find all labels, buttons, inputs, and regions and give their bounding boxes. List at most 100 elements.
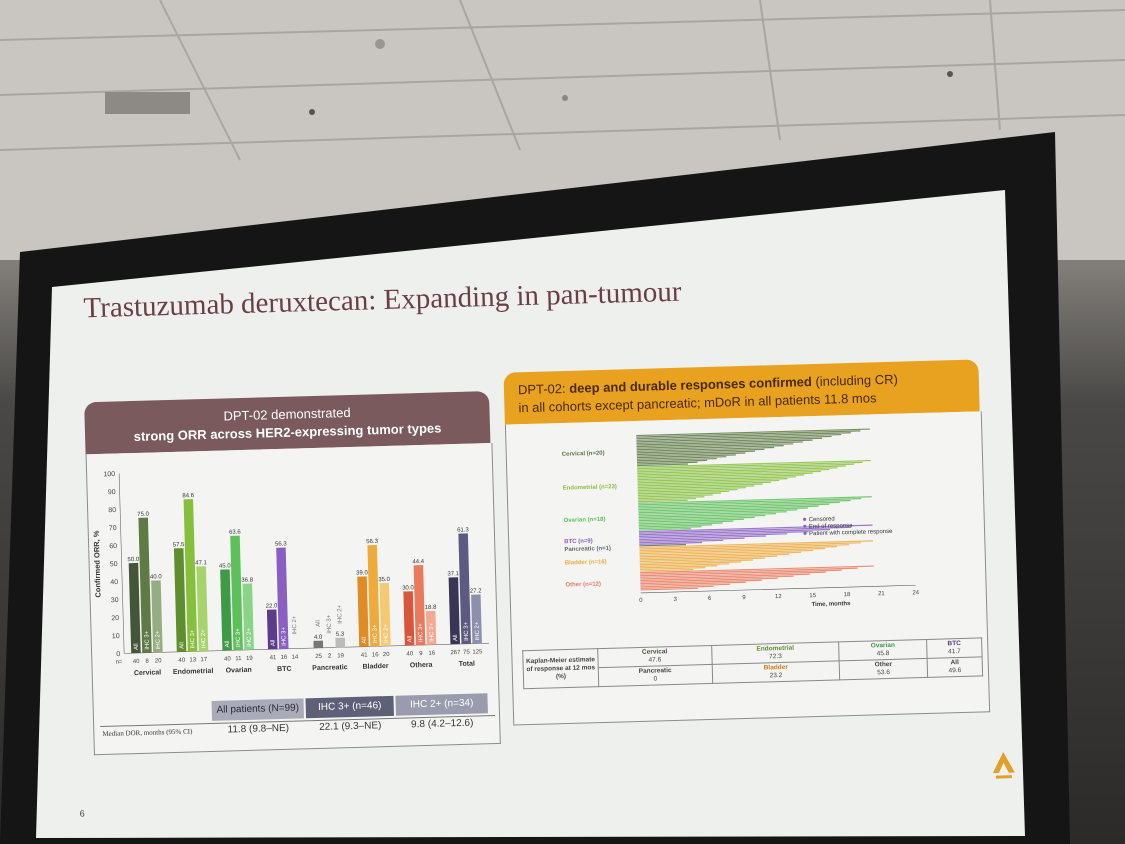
bar-pancreatic-2 [335,637,346,648]
bar-endometrial-1 [183,499,198,652]
km-name: Bladder [763,663,788,672]
swimmer-bar [639,531,809,537]
bar-endometrial-2 [196,566,209,652]
km-name: Ovarian [870,641,896,650]
bar-series-label: All [134,643,140,650]
bar-total-1 [458,533,471,644]
swimmer-bar [640,567,858,575]
y-axis-label: Confirmed ORR, % [92,530,103,598]
swimmer-bar [637,476,796,482]
bar-value-label: 35.0 [378,577,391,583]
left-panel: Confirmed ORR, % 0 10 20 30 40 50 60 70 80 90 100 n=… [85,442,501,756]
bar-ovarian-2 [242,583,254,651]
swimmer-bar [639,537,745,542]
bar-series-label: All [316,620,322,627]
y-axis [118,473,125,654]
swimmer-bar [639,541,702,545]
swimmer-bar [639,543,687,547]
y-tick-label: 10 [112,633,120,640]
bar-series-label: IHC 2+ [292,615,299,634]
bar-value-label: 22.0 [266,603,279,609]
n-count: 41 [361,653,369,659]
swimmer-x-tick: 3 [673,597,677,603]
km-name: Cervical [641,648,668,656]
bar-value-label: 37.1 [447,571,460,577]
bar-value-label: 39.0 [356,570,369,576]
swimmer-bar [636,443,794,449]
legend-marker [803,531,807,535]
km-label: Kaplan-Meier estimate of response at 12 … [522,648,599,689]
swimmer-bar [639,549,814,556]
n-count: 19 [337,653,345,659]
bar-series-label: IHC 3+ [190,629,197,648]
legend-marker [803,524,807,528]
km-cell-other: Other 53.6 [839,658,928,680]
swimmer-bar [636,450,756,456]
swimmer-bar [638,505,819,512]
swimmer-bar [637,492,722,497]
swimmer-group-label: Ovarian (n=18) [564,517,606,524]
swimmer-bar [637,481,771,487]
swimmer-bar [640,568,694,572]
swimmer-bar [639,565,718,569]
legend-label: End of response [809,523,854,530]
swimmer-bar [639,547,826,555]
dor-header-ihc3: IHC 3+ (n=46) [305,695,394,719]
swimmer-bar [640,571,826,578]
swimmer-bar [636,448,765,454]
bar-value-label: 30.0 [402,585,415,591]
swimmer-bar [636,441,803,448]
bar-value-label: 63.6 [229,530,242,536]
swimmer-bar [639,563,730,567]
orr-bar-chart: Confirmed ORR, % 0 10 20 30 40 50 60 70 80 90 100 n=… [92,471,490,677]
bar-value-label: 61.3 [457,527,470,533]
right-header-suffix: (including CR) [811,371,899,390]
bar-other-0 [403,591,415,646]
swimmer-bar [637,479,780,485]
bar-value-label: 47.1 [195,560,208,566]
km-value: 72.3 [769,653,782,661]
swimmer-bar [639,567,706,571]
bar-series-label: All [271,639,277,646]
swimmer-bar [636,439,813,446]
legend-label: Patient with complete response [809,529,893,537]
swimmer-bar [638,522,723,526]
y-tick-label: 70 [109,525,117,532]
n-count: 41 [270,655,278,661]
bar-other-1 [413,565,426,646]
dor-header-all: All patients (N=99) [211,698,305,721]
y-tick-label: 80 [108,507,116,514]
swimmer-bar [639,555,778,561]
swimmer-x-tick: 9 [742,595,746,601]
swimmer-bar [638,528,691,531]
bar-series-label: IHC 3+ [464,621,471,640]
slide: Trastuzumab deruxtecan: Expanding in pan… [60,228,1031,824]
category-label: Endometrial [173,668,214,676]
swimmer-bar [637,474,805,481]
swimmer-x-tick: 18 [844,592,852,598]
swimmer-bar [639,561,742,566]
bar-cervical-2 [151,580,163,653]
swimmer-bar [638,503,830,511]
swimmer-bar [640,569,842,577]
swimmer-bar [638,514,766,520]
km-name: Pancreatic [638,667,672,676]
swimmer-bar [639,551,802,558]
n-count: 16 [372,652,380,658]
n-count: 40 [178,658,186,664]
swimmer-bar [639,544,850,552]
bar-series-label: All [225,641,231,648]
swimmer-bar [638,499,851,508]
bar-other-2 [425,610,437,645]
swimmer-bar [638,524,873,533]
n-count: 2 [328,654,332,660]
bar-ovarian-1 [230,535,243,651]
swimmer-bar [636,428,870,437]
bar-value-label: 36.8 [241,577,254,583]
swimmer-bar [640,583,730,588]
km-value: 47.6 [648,656,662,664]
swimmer-bar [638,513,777,519]
km-cell-pancreatic: Pancreatic 0 [598,664,713,687]
swimmer-bar [638,509,798,515]
bar-pancreatic-0 [313,640,324,649]
